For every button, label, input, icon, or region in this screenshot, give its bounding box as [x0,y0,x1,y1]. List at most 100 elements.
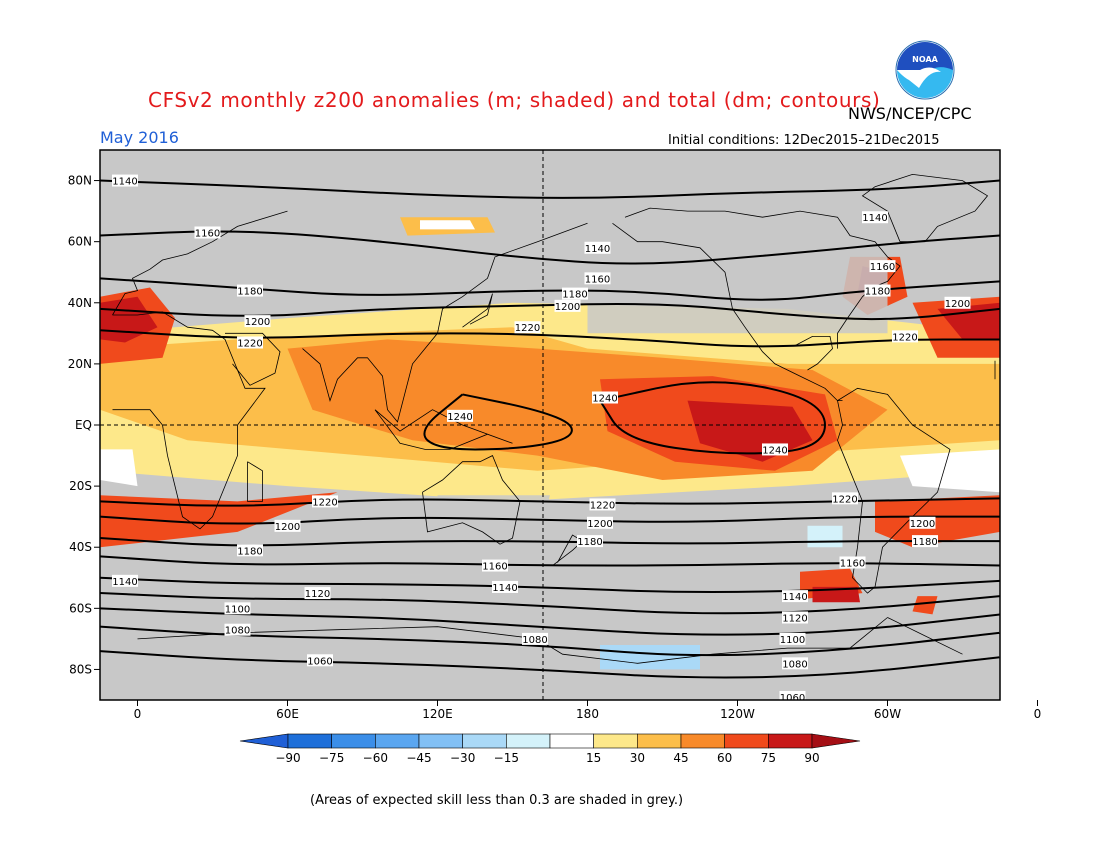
colorbar-tick-label: −30 [450,751,475,765]
contour-label-box [839,556,866,569]
contour-label: 1220 [312,497,337,508]
lat-label: 40S [69,540,92,554]
contour-label: 1120 [305,589,330,600]
colorbar-tick-label: 75 [761,751,776,765]
colorbar-tick-label: −45 [406,751,431,765]
lat-label: 40N [68,296,92,310]
contour-label-box [587,516,613,529]
contour-label: 1140 [782,592,807,603]
colorbar-high-end [811,733,861,749]
contour-label-box [782,590,808,603]
contour-label: 1140 [492,583,517,594]
contour-label-box [237,284,263,297]
noaa-logo: NOAA [895,40,955,100]
contour-label-box [224,623,251,636]
contour-line-1180 [100,537,1000,547]
contour-label-box [492,580,518,593]
coastline [462,293,493,328]
contour-label-box [562,287,588,300]
contour-labels: 1140 1160 1180 1200 1220 1140 1160 1180 1200 1220… [112,174,971,700]
contour-label-box [944,296,971,309]
lon-label: 60W [874,707,901,721]
colorbar-tick-label: 90 [804,751,819,765]
colorbar-box [462,733,507,749]
contour-label-box [869,260,896,273]
contour-label: 1140 [112,177,137,188]
contour-line-1060 [100,650,1000,679]
anomaly-patch [807,525,843,548]
contour-line-1160 [100,230,1000,265]
colorbar-box [593,733,638,749]
contour-label: 1160 [195,229,220,240]
contour-label-box [779,690,806,700]
contour-label: 1080 [782,659,807,670]
colorbar-box [506,733,551,749]
contour-label: 1180 [865,287,890,298]
contour-label: 1180 [912,537,937,548]
contour-label: 1240 [447,412,472,423]
coastline [794,336,833,371]
contour-label-box [864,284,891,297]
anomaly-patch [420,220,475,230]
contour-label-box [112,574,138,587]
contour-line-1200 [100,303,1000,321]
lat-label: 60S [69,601,92,615]
coastline [112,210,288,316]
contour-label-box [762,443,788,456]
colorbar-tick-label: 30 [630,751,645,765]
contour-label: 1200 [555,302,580,313]
colorbar: −90 −75 −60 −45 −30 −15 15 30 45 60 75 90 [239,733,861,765]
contour-label: 1080 [522,635,547,646]
contour-label: 1180 [237,546,262,557]
contour-label-box [554,299,581,312]
contour-label-box [514,321,541,334]
lat-label: 80N [68,174,92,188]
coastline [861,173,989,243]
contour-label-box [237,544,263,557]
contour-label: 1140 [585,244,610,255]
contour-label-box [304,587,331,600]
lon-label: 180 [576,707,599,721]
contour-line-1220 [100,497,1000,507]
contour-label: 1200 [587,519,612,530]
contour-label-box [237,336,263,349]
coastline [302,222,588,423]
agency-label: NWS/NCEP/CPC [848,104,972,123]
lon-label: 60E [276,707,299,721]
colorbar-tick-label: 15 [586,751,601,765]
lat-label: EQ [75,418,92,432]
coastline [225,332,281,386]
colorbar-tick-label: −90 [275,751,300,765]
noaa-logo-text: NOAA [912,55,938,64]
coastline [247,461,263,502]
contour-label-box [912,535,938,548]
chart-title: CFSv2 monthly z200 anomalies (m; shaded)… [148,88,881,112]
coastline [137,617,963,664]
skill-note: (Areas of expected skill less than 0.3 a… [310,793,684,808]
contour-label: 1100 [225,604,250,615]
contour-label-box [584,272,611,285]
lon-label: 120W [720,707,755,721]
colorbar-box [375,733,420,749]
height-contours [100,179,1000,679]
contour-line-1200 [100,515,1000,525]
contour-label: 1200 [245,317,270,328]
contour-label-box [522,632,548,645]
contour-label: 1180 [237,287,262,298]
contour-label: 1060 [307,656,332,667]
colorbar-tick-label: 60 [717,751,732,765]
colorbar-box [680,733,725,749]
contour-label: 1220 [892,332,917,343]
latitude-axis: 80N 60N 40N 20N EQ 20S 40S 60S 80S [68,174,100,676]
contour-line-1240 [599,381,827,455]
contour-line-1100 [100,607,1000,636]
colorbar-tick-label: −60 [363,751,388,765]
contour-label-box [194,226,221,239]
colorbar-box [418,733,463,749]
contour-label: 1160 [870,262,895,273]
contour-label-box [862,211,888,224]
contour-label-box [592,391,618,404]
contour-label: 1220 [832,494,857,505]
contour-label: 1220 [515,323,540,334]
